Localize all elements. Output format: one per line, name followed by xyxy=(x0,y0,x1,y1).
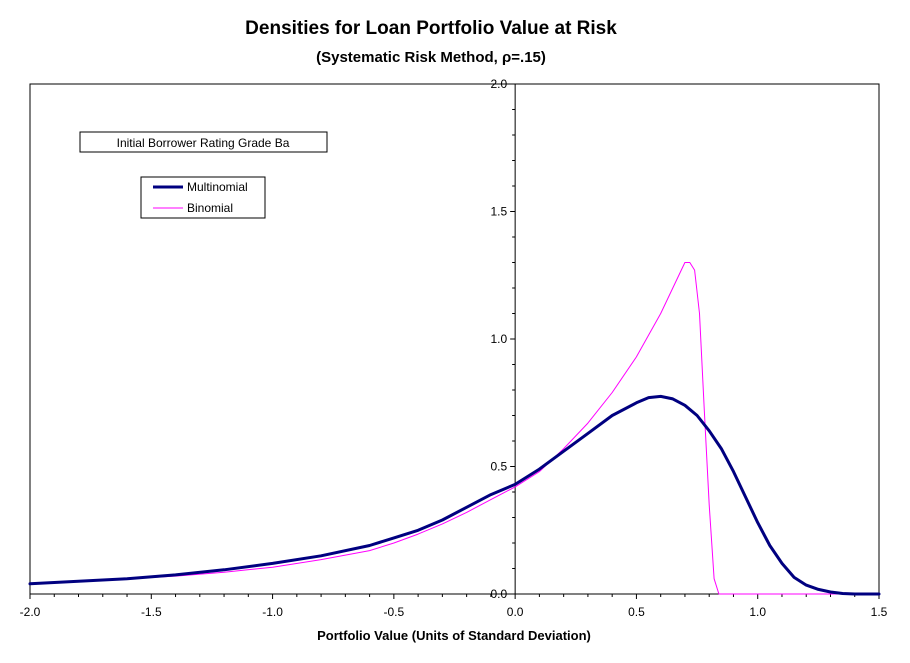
annotation-text: Initial Borrower Rating Grade Ba xyxy=(117,136,290,150)
series-line-multinomial xyxy=(28,394,881,596)
x-axis: -2.0 -1.5 -1.0 -0.5 0.0 0.5 1.0 1.5 xyxy=(20,593,888,619)
y-tick-label: 0.5 xyxy=(490,460,507,474)
legend-label-binomial: Binomial xyxy=(187,201,233,215)
y-tick-label: 1.5 xyxy=(490,205,507,219)
legend-frame xyxy=(140,176,266,219)
y-tick-label: 1.0 xyxy=(490,332,507,346)
plot-area xyxy=(29,83,880,595)
x-tick-label: 0.5 xyxy=(628,605,645,619)
legend: Multinomial Binomial xyxy=(140,176,266,219)
x-tick-label: 1.5 xyxy=(871,605,888,619)
x-tick-label: 1.0 xyxy=(749,605,766,619)
series-line-binomial xyxy=(29,262,880,595)
x-tick-label: -0.5 xyxy=(384,605,405,619)
chart-title: Densities for Loan Portfolio Value at Ri… xyxy=(245,18,617,39)
x-tick-label: -1.0 xyxy=(262,605,283,619)
legend-label-multinomial: Multinomial xyxy=(187,180,248,194)
annotation-box: Initial Borrower Rating Grade Ba xyxy=(79,131,328,153)
x-tick-label: 0.0 xyxy=(507,605,524,619)
chart-subtitle: (Systematic Risk Method, ρ=.15) xyxy=(316,49,546,66)
y-tick-label: 2.0 xyxy=(490,77,507,91)
x-tick-label: -2.0 xyxy=(20,605,41,619)
annotation-frame xyxy=(79,131,328,153)
series-group xyxy=(28,262,881,596)
x-tick-label: -1.5 xyxy=(141,605,162,619)
x-axis-label: Portfolio Value (Units of Standard Devia… xyxy=(317,628,591,643)
y-axis: 0.00.51.01.52.0 xyxy=(490,77,516,601)
